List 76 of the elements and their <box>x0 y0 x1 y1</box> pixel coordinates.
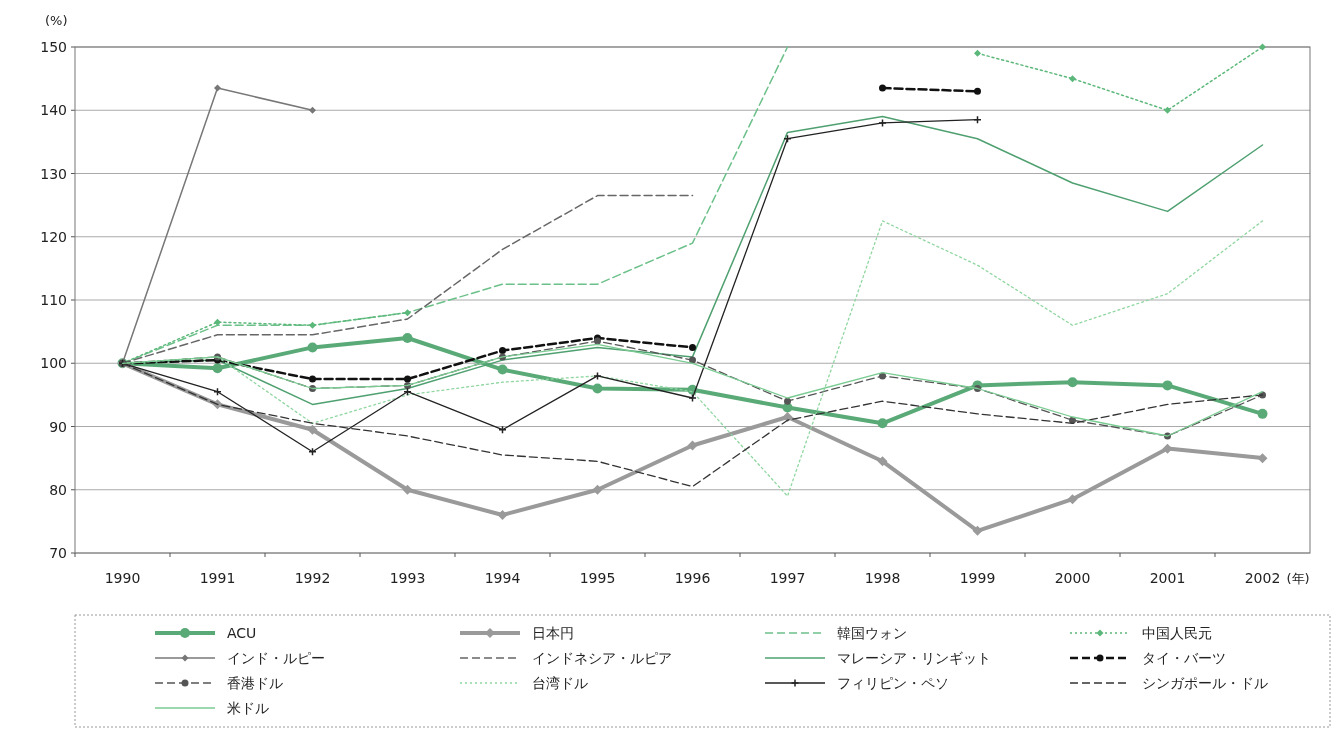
point <box>1259 43 1266 51</box>
x-tick-label: 2000 <box>1054 570 1091 586</box>
x-tick-label: 1997 <box>769 570 806 586</box>
point <box>309 375 316 383</box>
y-tick-label: 130 <box>40 165 67 182</box>
legend-label: ACU <box>227 625 257 641</box>
point <box>309 106 316 114</box>
legend-label: タイ・バーツ <box>1142 650 1226 666</box>
point <box>497 364 508 375</box>
legend-label: 日本円 <box>532 625 574 641</box>
x-axis-title: (年) <box>1286 571 1310 586</box>
legend-label: マレーシア・リンギット <box>837 650 991 666</box>
legend-label: シンガポール・ドル <box>1142 675 1268 691</box>
y-tick-label: 100 <box>40 355 67 372</box>
point <box>1257 408 1268 419</box>
point <box>1162 380 1173 391</box>
x-tick-label: 1992 <box>294 570 331 586</box>
point <box>1067 494 1078 505</box>
point <box>974 87 981 95</box>
legend-label: 香港ドル <box>227 675 283 691</box>
point <box>402 484 413 495</box>
y-tick-label: 110 <box>40 292 67 308</box>
point <box>879 84 886 92</box>
point <box>499 347 506 355</box>
point <box>402 332 413 343</box>
point <box>974 49 981 57</box>
point <box>1067 377 1078 388</box>
point <box>1164 106 1171 114</box>
point <box>972 525 983 536</box>
point <box>307 342 318 353</box>
legend-label: 中国人民元 <box>1142 625 1212 641</box>
y-tick-label: 120 <box>40 228 67 245</box>
legend-label: インド・ルピー <box>227 650 325 666</box>
point <box>214 84 221 92</box>
point <box>308 447 317 457</box>
y-tick-label: 80 <box>49 481 67 498</box>
x-tick-label: 1991 <box>199 570 236 586</box>
point <box>688 393 697 403</box>
y-tick-label: 90 <box>49 418 67 435</box>
point <box>689 343 696 351</box>
point <box>687 440 698 451</box>
x-tick-label: 1996 <box>674 570 711 586</box>
point <box>1069 75 1076 83</box>
legend-label: インドネシア・ルピア <box>532 650 672 666</box>
point <box>784 397 791 405</box>
point <box>404 309 411 317</box>
point <box>878 118 887 128</box>
point <box>497 510 508 521</box>
legend-label: 韓国ウォン <box>837 625 907 641</box>
point <box>593 371 602 381</box>
point <box>877 456 888 467</box>
point <box>309 321 316 329</box>
x-tick-label: 1990 <box>104 570 141 586</box>
y-tick-label: 140 <box>40 102 67 119</box>
point <box>592 484 603 495</box>
point <box>307 424 318 435</box>
legend-label: 台湾ドル <box>532 675 588 691</box>
legend-label: フィリピン・ペソ <box>837 675 949 691</box>
y-tick-label: 70 <box>49 545 67 561</box>
x-tick-label: 2002 <box>1244 570 1281 586</box>
point <box>592 383 603 394</box>
point <box>214 318 221 326</box>
legend-label: 米ドル <box>227 700 269 716</box>
x-tick-label: 1999 <box>959 570 996 586</box>
point <box>877 418 888 429</box>
x-tick-label: 1995 <box>579 570 616 586</box>
x-tick-label: 1993 <box>389 570 426 586</box>
y-axis-title: (%) <box>45 13 68 28</box>
point <box>782 412 793 423</box>
x-tick-label: 2001 <box>1149 570 1186 586</box>
x-tick-label: 1998 <box>864 570 901 586</box>
point <box>404 375 411 383</box>
point <box>1257 453 1268 464</box>
x-tick-label: 1994 <box>484 570 521 586</box>
point <box>212 363 223 374</box>
y-tick-label: 150 <box>40 39 67 55</box>
